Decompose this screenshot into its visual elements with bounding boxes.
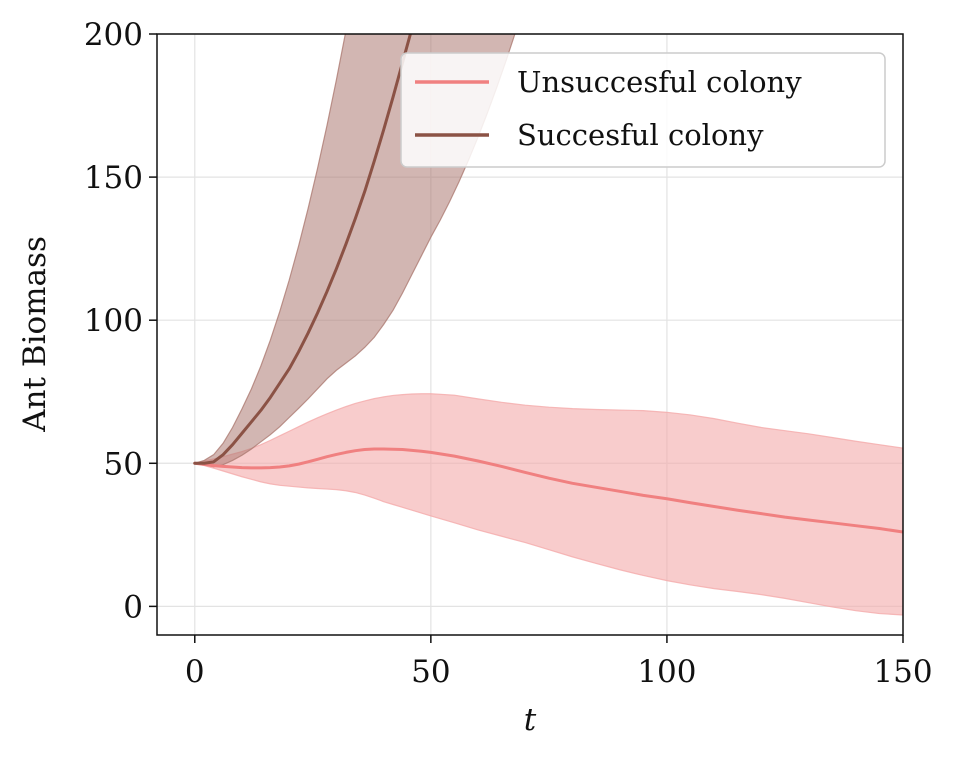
- y-axis-title: Ant Biomass: [17, 236, 53, 433]
- series-lines: [193, 34, 903, 534]
- y-tick-label: 0: [123, 589, 143, 625]
- series-line-1: [193, 447, 903, 534]
- x-axis-title: t: [524, 702, 537, 738]
- axis-ticks: 0 50 100 150 0 50 100 150 200: [84, 17, 933, 690]
- x-tick-label: 0: [185, 654, 205, 690]
- y-tick-label: 50: [104, 446, 143, 482]
- series-line-2: [193, 34, 412, 465]
- legend-label-1: Unsuccesful colony: [517, 65, 802, 99]
- legend: Unsuccesful colony Succesful colony: [400, 52, 886, 168]
- y-tick-label: 150: [84, 160, 143, 196]
- x-tick-label: 50: [411, 654, 450, 690]
- legend-label-2: Succesful colony: [517, 118, 764, 152]
- y-tick-label: 100: [84, 303, 143, 339]
- y-tick-label: 200: [84, 17, 143, 53]
- legend-box: [400, 52, 886, 168]
- plot-frame: [156, 33, 904, 636]
- x-tick-label: 150: [873, 654, 932, 690]
- x-tick-label: 100: [637, 654, 696, 690]
